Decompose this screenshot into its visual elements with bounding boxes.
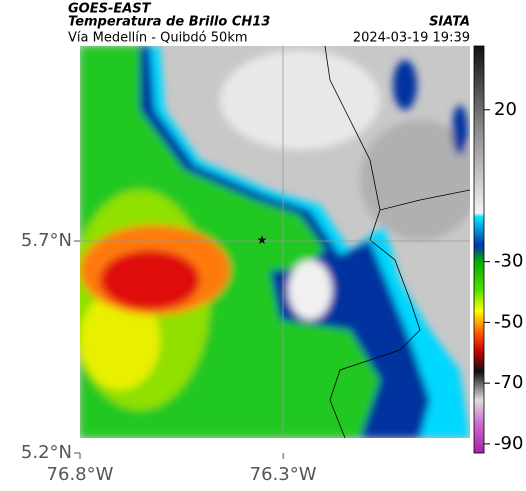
datetime: 2024-03-19 19:39 (353, 31, 470, 46)
colorbar (473, 45, 485, 454)
title: GOES-EAST (68, 2, 152, 17)
location-marker: ★ (257, 233, 268, 247)
colorbar-tick-label: 20 (494, 99, 517, 120)
colorbar-tick-label: -70 (494, 372, 523, 393)
source: SIATA (429, 15, 470, 30)
lon-tick-label: 76.8°W (47, 464, 114, 485)
region: Vía Medellín - Quibdó 50km (68, 31, 248, 46)
lat-tick-label: 5.2°N (21, 442, 72, 463)
colorbar-tick-label: -30 (494, 251, 523, 272)
subtitle: Temperatura de Brillo CH13 (68, 15, 270, 30)
colorbar-tick-label: -90 (494, 433, 523, 454)
map-imagery: ★ (80, 46, 470, 438)
colorbar-tick-label: -50 (494, 311, 523, 332)
axes: 5.7°N 5.2°N76.8°W 76.3°W 20 -30 -50 -70 -90 (21, 99, 524, 485)
lon-tick-label: 76.3°W (250, 464, 317, 485)
lat-tick-label: 5.7°N (21, 230, 72, 251)
